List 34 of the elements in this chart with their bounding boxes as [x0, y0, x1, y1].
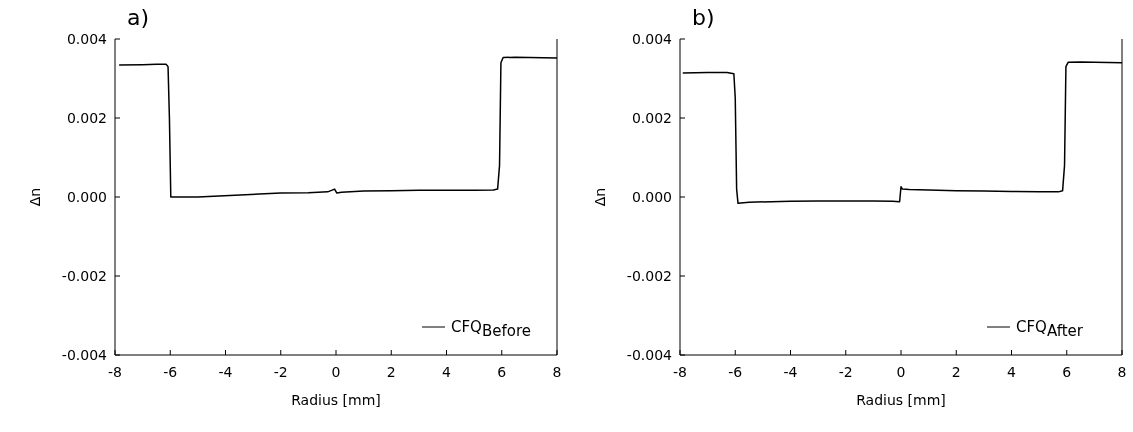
x-tick-label: 2 [951, 364, 961, 380]
x-tick-label: -6 [728, 364, 743, 380]
y-tick-label: 0.000 [66, 189, 107, 205]
x-tick-label: -6 [163, 364, 178, 380]
x-tick-label: 6 [1062, 364, 1072, 380]
x-axis-title: Radius [mm] [856, 392, 946, 408]
chart-title: a) [127, 5, 150, 30]
chart-title: b) [692, 5, 715, 30]
x-tick-label: 4 [1007, 364, 1017, 380]
x-tick-label: -4 [783, 364, 798, 380]
y-tick-label: 0.004 [66, 31, 108, 47]
y-tick-label: -0.002 [626, 268, 672, 284]
x-tick-label: -4 [218, 364, 233, 380]
x-tick-label: -8 [673, 364, 687, 380]
y-tick-label: 0.000 [631, 189, 672, 205]
y-axis-title: Δn [592, 187, 608, 207]
y-tick-label: -0.004 [61, 347, 108, 363]
x-axis-title: Radius [mm] [291, 392, 381, 408]
x-tick-label: -8 [108, 364, 122, 380]
x-tick-label: -2 [838, 364, 853, 380]
y-axis-title: Δn [27, 187, 43, 207]
y-tick-label: 0.002 [66, 110, 107, 126]
y-tick-label: 0.002 [631, 110, 672, 126]
y-tick-label: -0.004 [626, 347, 673, 363]
y-tick-label: -0.002 [61, 268, 107, 284]
x-tick-label: 6 [497, 364, 507, 380]
x-tick-label: 0 [331, 364, 341, 380]
x-tick-label: 2 [386, 364, 396, 380]
x-tick-label: 8 [1117, 364, 1127, 380]
x-tick-label: 8 [552, 364, 562, 380]
x-tick-label: -2 [273, 364, 288, 380]
x-tick-label: 0 [896, 364, 906, 380]
y-tick-label: 0.004 [631, 31, 673, 47]
x-tick-label: 4 [442, 364, 452, 380]
